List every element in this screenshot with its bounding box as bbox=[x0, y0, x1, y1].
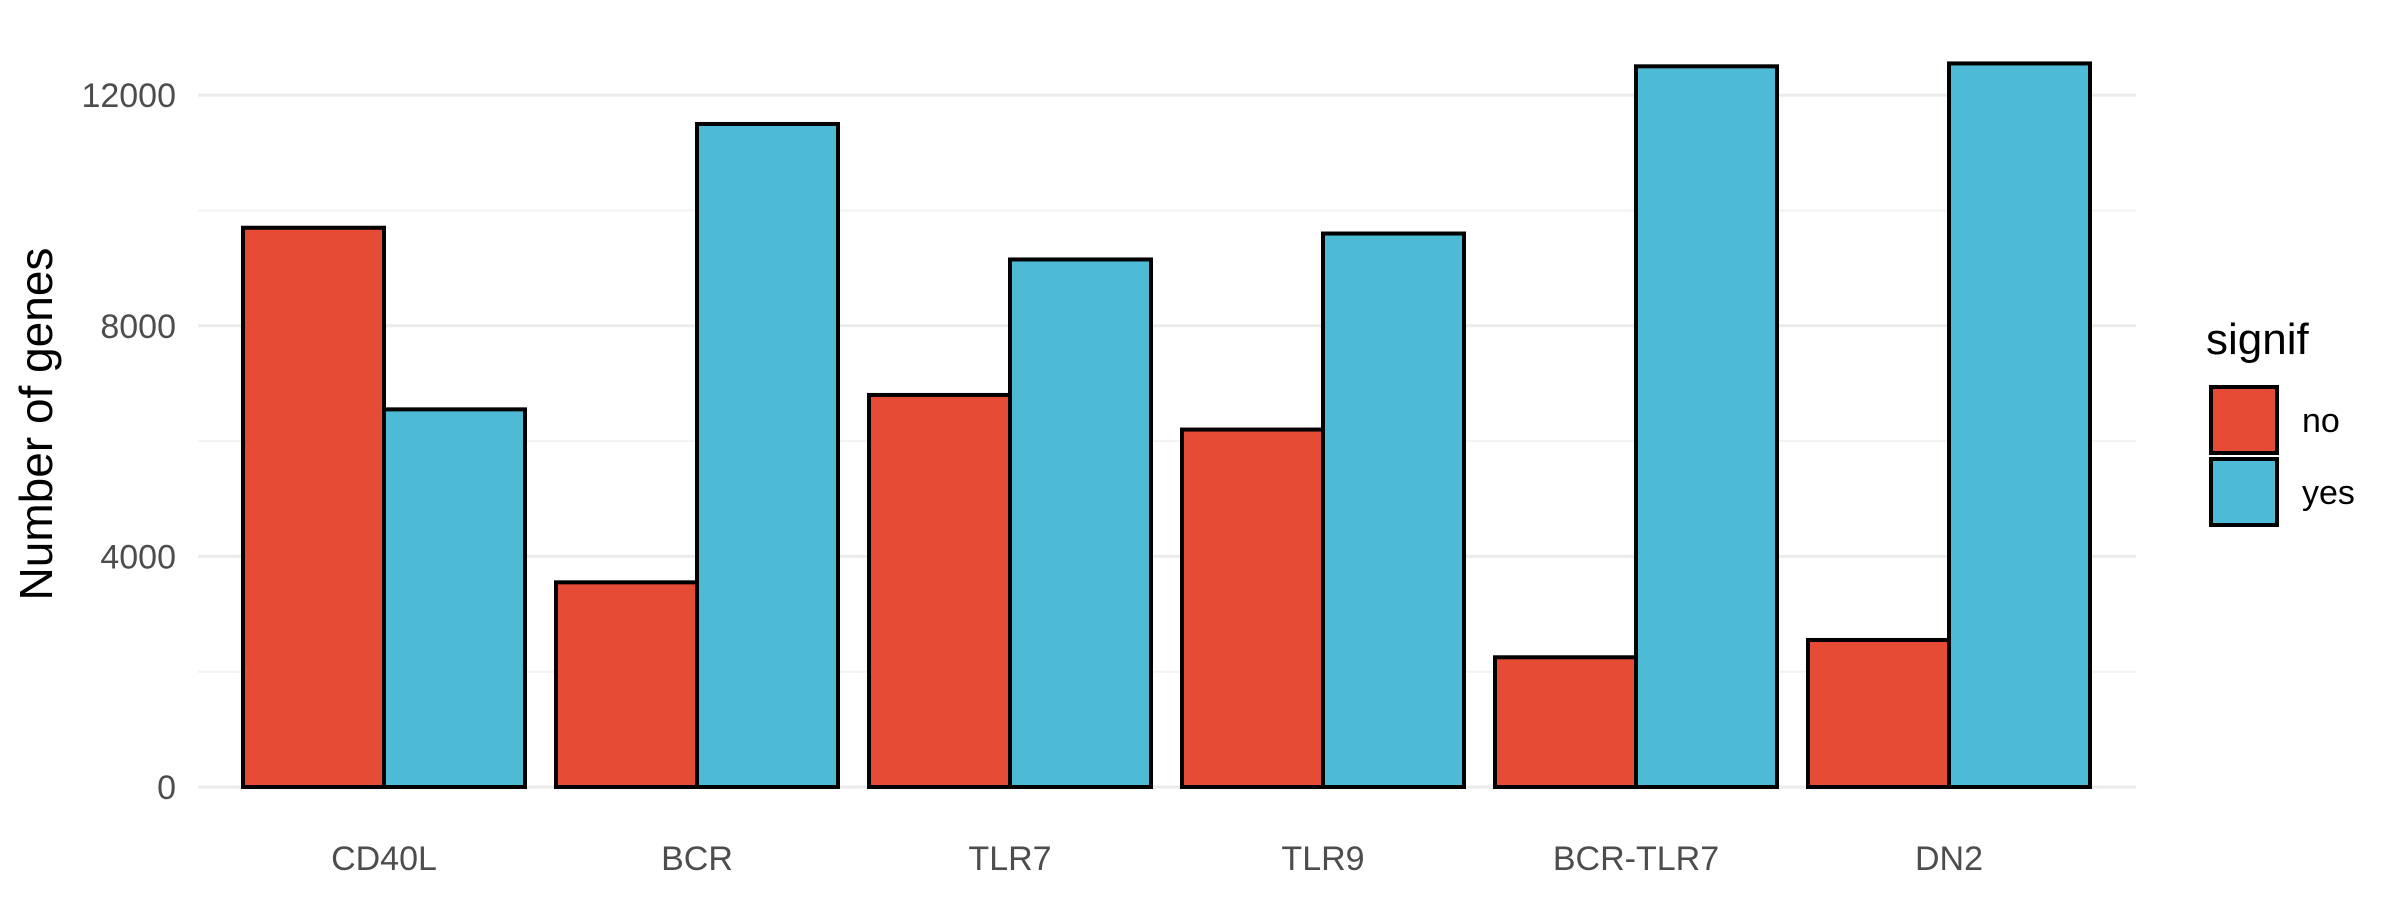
bar-tlr7-no bbox=[867, 392, 1012, 789]
x-tick-label: CD40L bbox=[331, 840, 437, 878]
bar-tlr9-no bbox=[1180, 427, 1325, 789]
x-tick-label: BCR-TLR7 bbox=[1553, 840, 1719, 878]
bar-tlr7-yes bbox=[1008, 257, 1153, 790]
legend: signif no yes bbox=[2206, 315, 2355, 527]
bar-cd40l-yes bbox=[382, 407, 527, 789]
legend-key-yes bbox=[2209, 457, 2279, 527]
bar-bcr-tlr7-yes bbox=[1634, 64, 1779, 790]
bar-bcr-no bbox=[554, 580, 699, 790]
x-tick-label: TLR7 bbox=[968, 840, 1051, 878]
x-tick-label: DN2 bbox=[1915, 840, 1983, 878]
legend-key-no bbox=[2209, 385, 2279, 455]
bar-bcr-yes bbox=[695, 121, 840, 790]
y-axis-title: Number of genes bbox=[10, 248, 62, 601]
y-tick-label: 4000 bbox=[100, 538, 176, 576]
bar-dn2-no bbox=[1806, 637, 1951, 790]
legend-title: signif bbox=[2206, 315, 2309, 364]
bar-cd40l-no bbox=[241, 225, 386, 789]
bar-dn2-yes bbox=[1947, 61, 2092, 789]
legend-label-yes: yes bbox=[2302, 474, 2355, 512]
y-tick-label: 8000 bbox=[100, 308, 176, 346]
bar-bcr-tlr7-no bbox=[1493, 655, 1638, 790]
x-tick-label: BCR bbox=[661, 840, 733, 878]
x-axis-ticks: CD40L BCR TLR7 TLR9 BCR-TLR7 DN2 bbox=[331, 840, 1983, 878]
y-tick-label: 12000 bbox=[81, 77, 176, 115]
y-tick-label: 0 bbox=[157, 769, 176, 807]
x-tick-label: TLR9 bbox=[1281, 840, 1364, 878]
y-axis-ticks: 0 4000 8000 12000 bbox=[81, 77, 176, 807]
bar-tlr9-yes bbox=[1321, 231, 1466, 790]
bars bbox=[241, 61, 2092, 790]
legend-label-no: no bbox=[2302, 402, 2340, 440]
